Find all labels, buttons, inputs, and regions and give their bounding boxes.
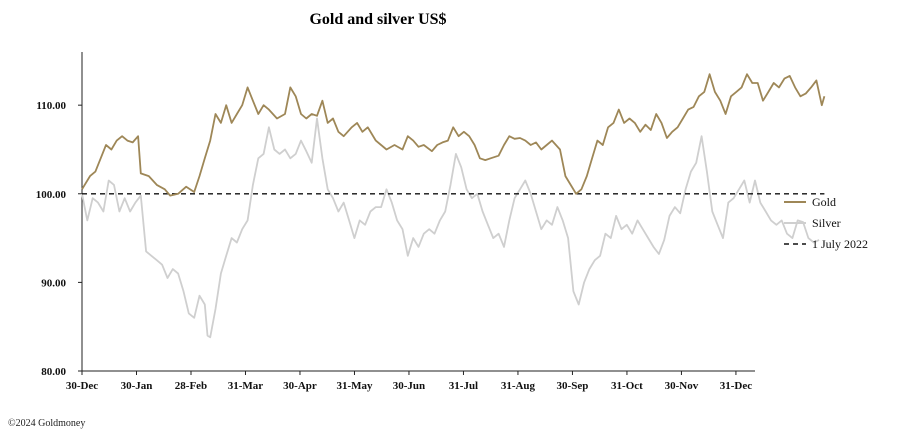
chart-title: Gold and silver US$: [309, 11, 446, 28]
x-tick-label: 28-Feb: [175, 380, 207, 392]
y-tick-label: 110.00: [36, 100, 66, 112]
series-group: [81, 73, 826, 339]
series-line-gold: [81, 73, 826, 197]
x-tick-label: 30-Apr: [283, 380, 317, 392]
x-tick-label: 31-Aug: [501, 380, 536, 392]
copyright-text: ©2024 Goldmoney: [8, 418, 86, 429]
x-tick-label: 31-Jul: [449, 380, 478, 392]
y-tick-label: 80.00: [41, 366, 66, 378]
y-tick-label: 90.00: [41, 277, 66, 289]
legend-label: Gold: [812, 195, 836, 209]
y-tick-group: 80.00 90.00 100.00 110.00: [36, 100, 82, 378]
x-tick-label: 30-Jun: [393, 380, 425, 392]
x-tick-label: 30-Nov: [665, 380, 699, 392]
x-tick-label: 31-Oct: [611, 380, 643, 392]
legend-label: 1 July 2022: [812, 237, 868, 251]
x-tick-label: 31-Mar: [228, 380, 264, 392]
legend: Gold Silver 1 July 2022: [784, 195, 868, 251]
legend-label: Silver: [812, 216, 841, 230]
x-tick-group: 30-Dec 30-Jan 28-Feb 31-Mar 30-Apr 31-May 30-J…: [66, 371, 752, 392]
series-line-silver: [81, 117, 820, 339]
x-tick-label: 30-Sep: [557, 380, 589, 392]
x-tick-label: 31-Dec: [720, 380, 752, 392]
x-tick-label: 31-May: [336, 380, 373, 392]
y-tick-label: 100.00: [36, 189, 67, 201]
x-tick-label: 30-Dec: [66, 380, 98, 392]
x-tick-label: 30-Jan: [121, 380, 153, 392]
